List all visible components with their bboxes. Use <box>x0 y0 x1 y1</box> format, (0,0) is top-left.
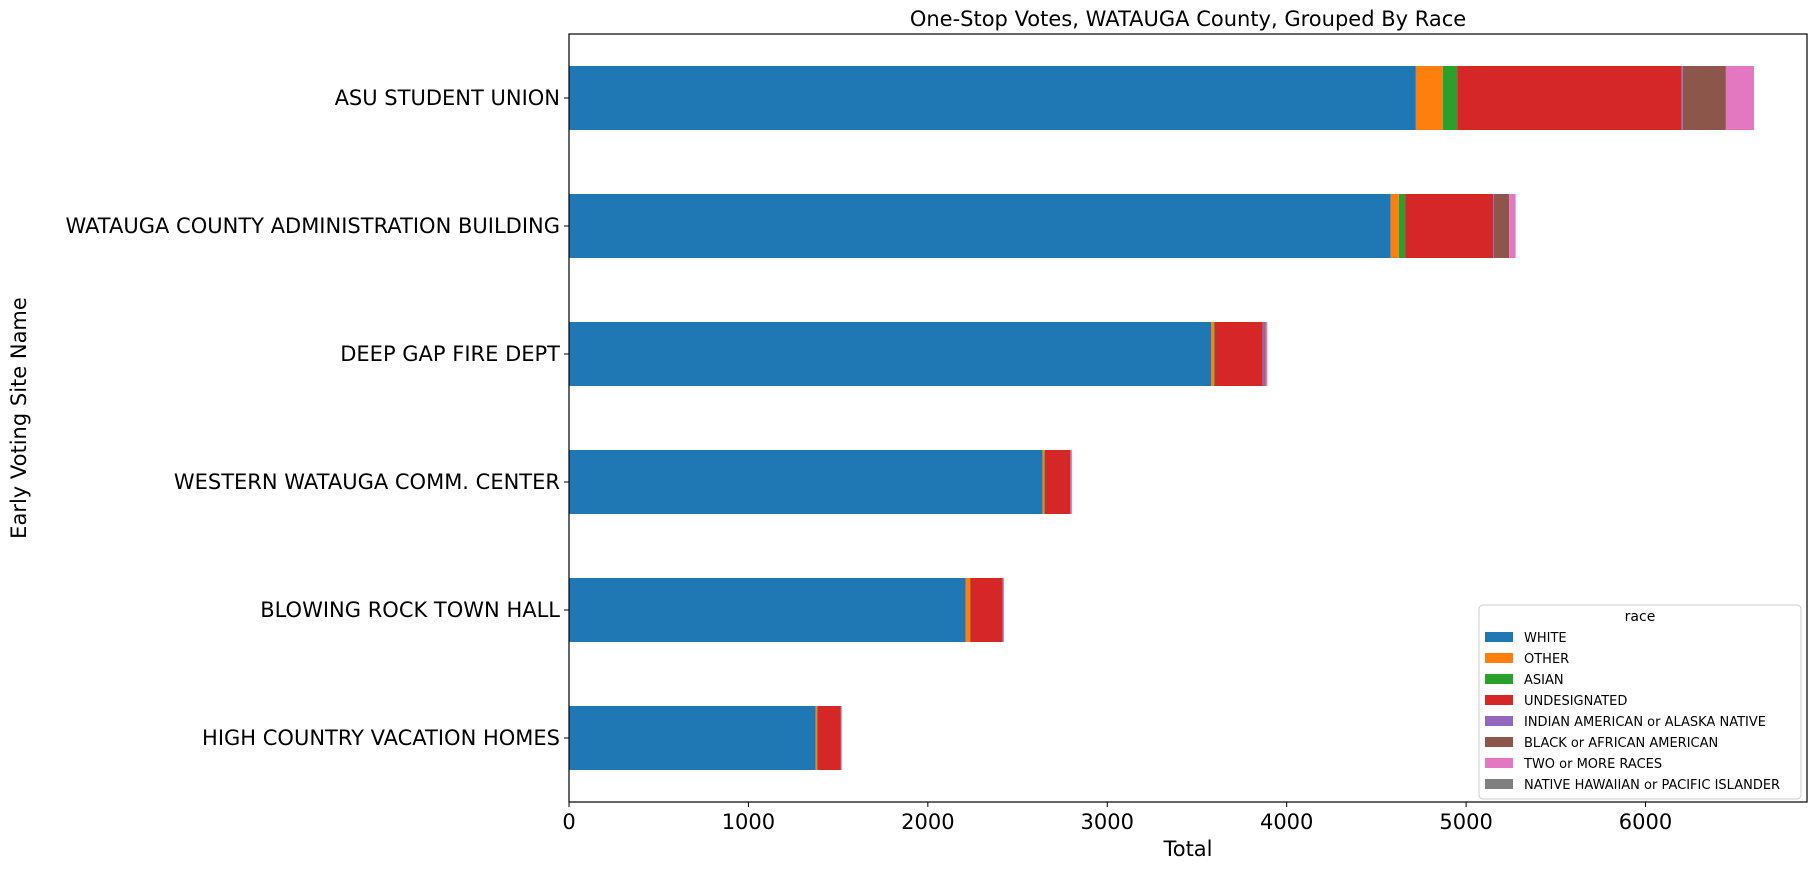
bar-segment <box>1681 66 1683 130</box>
legend-swatch <box>1485 737 1513 747</box>
y-tick-label: WESTERN WATAUGA COMM. CENTER <box>174 470 560 494</box>
bar-segment <box>1398 194 1406 258</box>
y-tick-label: BLOWING ROCK TOWN HALL <box>260 598 560 622</box>
bar-segment <box>815 706 818 770</box>
legend-swatch <box>1485 758 1513 768</box>
bar-segment <box>965 578 971 642</box>
bar-segment <box>1003 578 1004 642</box>
bar-segment <box>1070 450 1072 514</box>
bar-segment <box>1264 322 1266 386</box>
bar-segment <box>1442 66 1458 130</box>
plot-frame <box>568 33 1808 803</box>
bar-segment <box>1725 66 1754 130</box>
y-tick-label: HIGH COUNTRY VACATION HOMES <box>202 726 560 750</box>
x-axis: 0 1000 2000 3000 4000 5000 6000 <box>562 802 1672 834</box>
legend-label: TWO or MORE RACES <box>1523 757 1662 772</box>
chart-title: One-Stop Votes, WATAUGA County, Grouped … <box>910 7 1466 31</box>
x-tick-label: 2000 <box>901 810 954 834</box>
legend-swatch <box>1485 779 1513 789</box>
x-tick-label: 5000 <box>1439 810 1492 834</box>
bar-segment <box>569 322 1212 386</box>
legend-swatch <box>1485 632 1513 642</box>
bar-segment <box>1265 322 1268 386</box>
bar-segment <box>1457 66 1682 130</box>
x-tick-label: 6000 <box>1619 810 1672 834</box>
legend-swatch <box>1485 653 1513 663</box>
bar-segment <box>1214 322 1215 386</box>
y-tick-label: ASU STUDENT UNION <box>335 86 560 110</box>
bar-segment <box>1415 66 1443 130</box>
bar-segment <box>1042 450 1045 514</box>
bar-segment <box>970 578 1003 642</box>
bar-segment <box>1493 194 1510 258</box>
bar-segment <box>569 706 816 770</box>
legend-swatch <box>1485 695 1513 705</box>
legend-frame <box>1478 604 1802 800</box>
y-tick-label: WATAUGA COUNTY ADMINISTRATION BUILDING <box>65 214 560 238</box>
bar-segment <box>1509 194 1516 258</box>
legend-label: INDIAN AMERICAN or ALASKA NATIVE <box>1524 715 1766 730</box>
bar-segment <box>1071 450 1073 514</box>
bar-segment <box>1044 450 1046 514</box>
bar-segment <box>817 706 841 770</box>
x-tick-label: 3000 <box>1081 810 1134 834</box>
bar-segment <box>569 450 1043 514</box>
legend-swatch <box>1485 674 1513 684</box>
bar-segment <box>569 66 1416 130</box>
legend-label: ASIAN <box>1524 673 1564 688</box>
bar-segment <box>1390 194 1399 258</box>
bar-segment <box>1045 450 1071 514</box>
bar-segment <box>569 578 966 642</box>
x-axis-label: Total <box>1162 837 1212 861</box>
legend-items: WHITE OTHER ASIAN UNDESIGNATED INDIAN AMERIC… <box>1485 631 1780 793</box>
legend-title: race <box>1625 609 1656 625</box>
bar-segment <box>1405 194 1494 258</box>
bar-segment <box>1214 322 1263 386</box>
x-tick-label: 1000 <box>722 810 775 834</box>
y-axis: ASU STUDENT UNION WATAUGA COUNTY ADMINIST… <box>65 86 569 750</box>
y-tick-label: DEEP GAP FIRE DEPT <box>340 342 560 366</box>
bars-layer <box>569 66 1755 770</box>
legend-label: UNDESIGNATED <box>1524 694 1627 709</box>
legend-label: NATIVE HAWAIIAN or PACIFIC ISLANDER <box>1524 778 1780 793</box>
legend-label: WHITE <box>1524 631 1567 646</box>
bar-segment <box>1493 194 1494 258</box>
legend-label: BLACK or AFRICAN AMERICAN <box>1524 736 1718 751</box>
x-tick-label: 4000 <box>1260 810 1313 834</box>
legend-swatch <box>1485 716 1513 726</box>
bar-segment <box>1211 322 1215 386</box>
legend: race WHITE OTHER ASIAN UNDESIGNATED INDIAN A… <box>1478 604 1802 800</box>
bar-segment <box>1682 66 1726 130</box>
y-axis-label: Early Voting Site Name <box>7 297 31 539</box>
bar-segment <box>569 194 1391 258</box>
bar-segment <box>1262 322 1265 386</box>
legend-label: OTHER <box>1524 652 1569 667</box>
x-tick-label: 0 <box>562 810 575 834</box>
bar-segment <box>1070 450 1071 514</box>
